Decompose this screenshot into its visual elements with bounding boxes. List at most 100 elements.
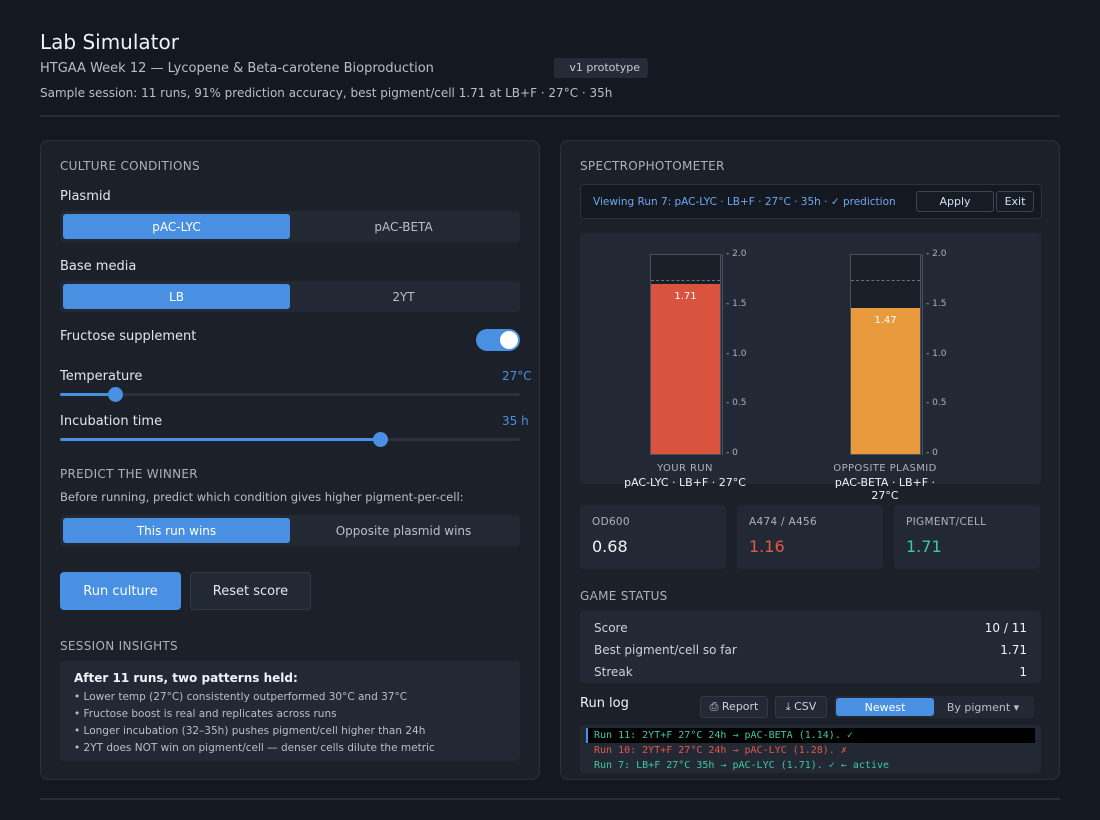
metric-absorbance-ratio: A474 / A456 1.16: [737, 505, 883, 569]
status-label: Streak: [594, 665, 633, 679]
sort-option-newest[interactable]: Newest: [836, 698, 934, 716]
incubation-slider-fill: [60, 438, 381, 441]
exit-button[interactable]: Exit: [996, 191, 1034, 212]
bar-frame-opposite: 1.47: [850, 254, 921, 455]
media-option-lb[interactable]: LB: [63, 284, 290, 309]
predict-prompt: Before running, predict which condition …: [60, 490, 464, 504]
y-tick-label: - 2.0: [726, 249, 747, 259]
media-option-2yt[interactable]: 2YT: [392, 289, 415, 304]
header-divider: [40, 115, 1060, 117]
y-tick-label: - 0.5: [926, 398, 947, 409]
bar-value-label: 1.71: [674, 290, 697, 302]
sort-option-by-pigment[interactable]: By pigment ▾: [946, 700, 1020, 714]
y-tick-label: - 1.5: [726, 298, 747, 309]
temperature-label: Temperature: [60, 369, 143, 384]
media-selector: LB 2YT: [60, 281, 520, 312]
temperature-slider-fill: [60, 393, 116, 396]
reference-line: [651, 279, 720, 281]
culture-panel: CULTURE CONDITIONS Plasmid pAC-LYC pAC-B…: [40, 140, 540, 780]
media-label: Base media: [60, 259, 137, 274]
incubation-slider[interactable]: [60, 432, 520, 447]
reset-score-button[interactable]: Reset score: [190, 572, 311, 610]
fructose-toggle[interactable]: [476, 329, 520, 351]
spectro-panel: SPECTROPHOTOMETER Viewing Run 7: pAC-LYC…: [560, 140, 1060, 780]
pigment-chart: 1.71 - 2.0 - 1.5 - 1.0 - 0.5 - 0 YOUR RU…: [580, 233, 1041, 502]
run-log-list[interactable]: Run 11: 2YT+F 27°C 24h → pAC-BETA (1.14)…: [580, 725, 1041, 773]
insights-section-title: SESSION INSIGHTS: [60, 639, 178, 653]
bar-your-run: [651, 283, 720, 454]
y-tick-label: - 0: [726, 448, 738, 458]
toggle-knob: [500, 331, 518, 349]
prediction-selector: This run wins Opposite plasmid wins: [60, 515, 520, 546]
bar-sub-your-run: pAC-LYC · LB+F · 27°C: [624, 476, 746, 489]
insights-list: • Lower temp (27°C) consistently outperf…: [74, 689, 435, 757]
y-tick-label: - 0: [926, 448, 938, 458]
viewing-banner: Viewing Run 7: pAC-LYC · LB+F · 27°C · 3…: [580, 184, 1042, 219]
version-badge: v1 prototype: [554, 58, 648, 78]
run-log-title: Run log: [580, 696, 629, 711]
metric-label: OD600: [592, 516, 630, 528]
run-culture-button[interactable]: Run culture: [60, 572, 181, 610]
incubation-value: 35 h: [502, 414, 529, 428]
bar-sub-opposite: pAC-BETA · LB+F · 27°C: [834, 476, 936, 502]
reference-line: [851, 279, 920, 281]
footer-divider: [40, 798, 1060, 800]
status-label: Score: [594, 621, 628, 635]
insight-item: • Longer incubation (32–35h) pushes pigm…: [74, 725, 426, 737]
bar-opposite-plasmid: [851, 307, 920, 454]
plasmid-option-beta[interactable]: pAC-BETA: [374, 219, 433, 234]
bar-value-label: 1.47: [874, 314, 897, 326]
metric-pigment-per-cell: PIGMENT/CELL 1.71: [894, 505, 1040, 569]
y-tick-label: - 2.0: [926, 249, 947, 259]
csv-button[interactable]: ⤓ CSV: [775, 696, 827, 718]
y-tick-label: - 1.0: [726, 348, 747, 359]
app-title: Lab Simulator: [40, 30, 179, 54]
status-value: 1.71: [1000, 643, 1027, 657]
insight-item: • Lower temp (27°C) consistently outperf…: [74, 691, 408, 703]
fructose-label: Fructose supplement: [60, 329, 197, 344]
y-axis-line: [722, 254, 723, 455]
y-axis-ticks: - 2.0 - 1.5 - 1.0 - 0.5 - 0: [926, 249, 966, 458]
plasmid-selector: pAC-LYC pAC-BETA: [60, 211, 520, 242]
plasmid-label: Plasmid: [60, 189, 111, 204]
metric-label: A474 / A456: [749, 516, 817, 528]
log-entry[interactable]: Run 10: 2YT+F 27°C 24h → pAC-LYC (1.28).…: [594, 745, 847, 756]
metric-label: PIGMENT/CELL: [906, 516, 987, 528]
temperature-slider[interactable]: [60, 387, 520, 402]
insights-heading: After 11 runs, two patterns held:: [74, 671, 298, 685]
metric-value: 1.71: [906, 537, 942, 556]
status-box: Score 10 / 11 Best pigment/cell so far 1…: [580, 611, 1041, 683]
insight-item: • Fructose boost is real and replicates …: [74, 708, 337, 720]
prediction-option-opposite[interactable]: Opposite plasmid wins: [335, 523, 472, 538]
status-label: Best pigment/cell so far: [594, 643, 737, 657]
temperature-value: 27°C: [502, 369, 532, 383]
predict-section-title: PREDICT THE WINNER: [60, 467, 198, 481]
log-sort-selector: Newest By pigment ▾: [834, 696, 1034, 718]
metric-value: 1.16: [749, 537, 785, 556]
status-value: 1: [1019, 665, 1027, 679]
prediction-option-this-run[interactable]: This run wins: [63, 518, 290, 543]
temperature-slider-thumb[interactable]: [108, 387, 124, 402]
bar-caption-opposite: OPPOSITE PLASMID: [833, 463, 937, 474]
bar-caption-your-run: YOUR RUN: [657, 463, 713, 474]
status-value: 10 / 11: [984, 621, 1027, 635]
y-tick-label: - 0.5: [726, 398, 747, 409]
metric-value: 0.68: [592, 537, 628, 556]
apply-button[interactable]: Apply: [916, 191, 994, 212]
insights-box: After 11 runs, two patterns held: • Lowe…: [60, 661, 520, 761]
plasmid-option-lyc[interactable]: pAC-LYC: [63, 214, 290, 239]
y-axis-line: [922, 254, 923, 455]
session-summary: Sample session: 11 runs, 91% prediction …: [40, 86, 613, 100]
log-entry[interactable]: Run 11: 2YT+F 27°C 24h → pAC-BETA (1.14)…: [586, 728, 1035, 743]
y-tick-label: - 1.5: [926, 298, 947, 309]
spectro-section-title: SPECTROPHOTOMETER: [580, 159, 725, 173]
report-button[interactable]: ⎙ Report: [700, 696, 768, 718]
incubation-slider-thumb[interactable]: [373, 432, 389, 447]
viewing-run-text: Viewing Run 7: pAC-LYC · LB+F · 27°C · 3…: [593, 196, 896, 208]
metric-od600: OD600 0.68: [580, 505, 726, 569]
log-entry[interactable]: Run 7: LB+F 27°C 35h → pAC-LYC (1.71). ✓…: [594, 760, 890, 771]
incubation-label: Incubation time: [60, 414, 163, 429]
status-section-title: GAME STATUS: [580, 589, 668, 603]
app-subtitle: HTGAA Week 12 — Lycopene & Beta-carotene…: [40, 61, 434, 76]
insight-item: • 2YT does NOT win on pigment/cell — den…: [74, 742, 435, 754]
